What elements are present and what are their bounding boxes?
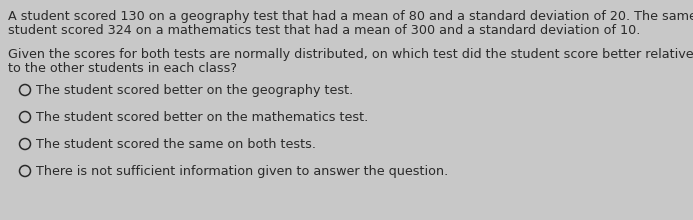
Text: A student scored 130 on a geography test that had a mean of 80 and a standard de: A student scored 130 on a geography test… <box>8 10 693 23</box>
Text: The student scored better on the geography test.: The student scored better on the geograp… <box>36 84 353 97</box>
Text: Given the scores for both tests are normally distributed, on which test did the : Given the scores for both tests are norm… <box>8 48 693 61</box>
Text: The student scored better on the mathematics test.: The student scored better on the mathema… <box>36 111 368 124</box>
Text: to the other students in each class?: to the other students in each class? <box>8 62 237 75</box>
Text: The student scored the same on both tests.: The student scored the same on both test… <box>36 138 316 151</box>
Text: There is not sufficient information given to answer the question.: There is not sufficient information give… <box>36 165 448 178</box>
Text: student scored 324 on a mathematics test that had a mean of 300 and a standard d: student scored 324 on a mathematics test… <box>8 24 640 37</box>
